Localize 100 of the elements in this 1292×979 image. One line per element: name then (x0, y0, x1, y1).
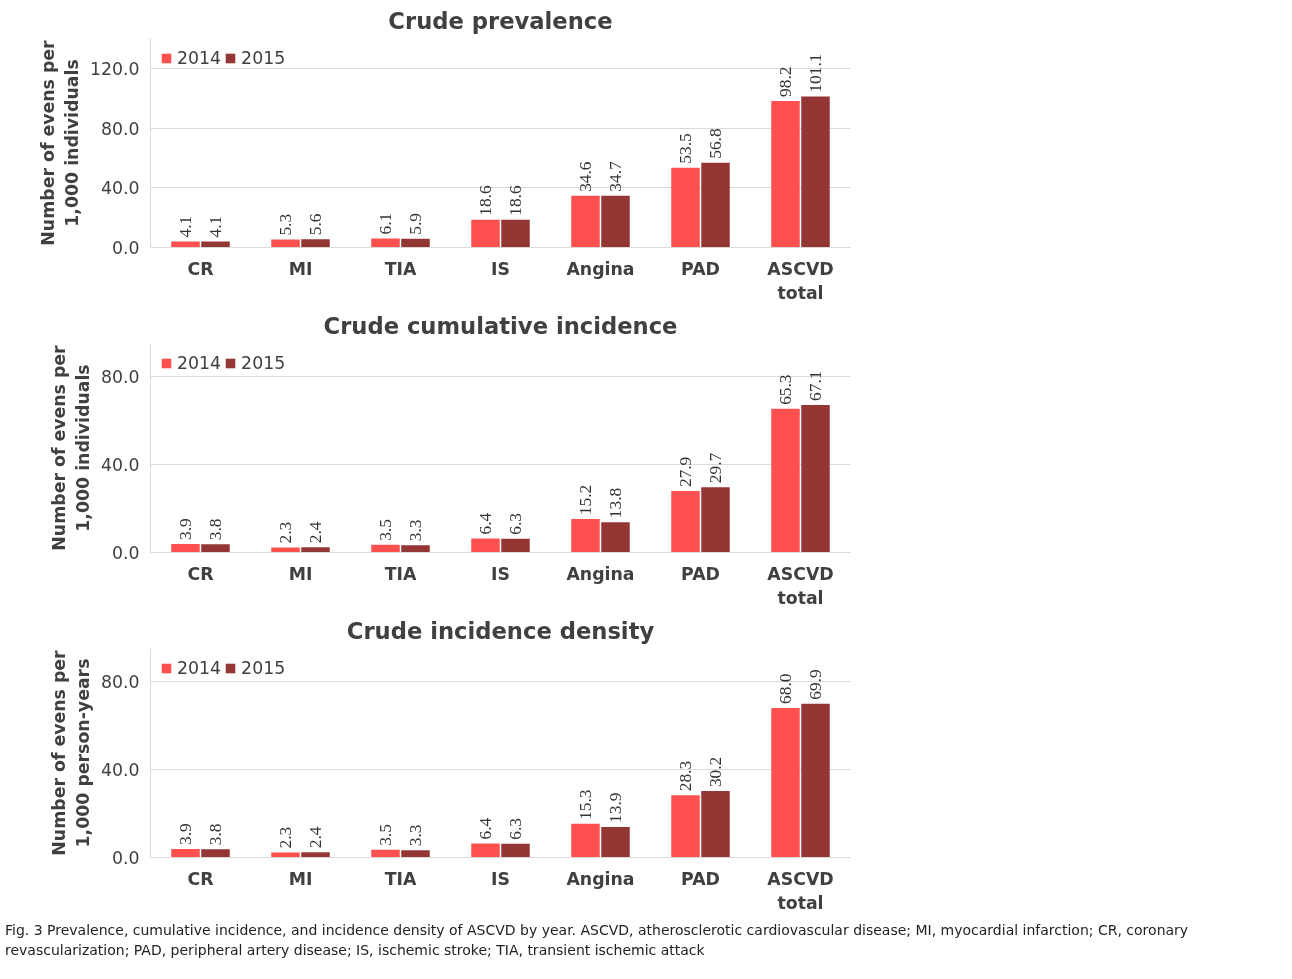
data-label: 5.6 (306, 213, 325, 236)
bar (771, 408, 800, 553)
x-tick-label: TIA (384, 563, 417, 584)
y-tick-label: 0.0 (111, 848, 140, 868)
bar (601, 522, 630, 553)
bar (701, 487, 730, 553)
data-label: 6.3 (506, 817, 525, 840)
y-tick-label: 120.0 (89, 58, 140, 79)
data-label: 27.9 (676, 456, 695, 488)
bar (371, 238, 400, 248)
bar (601, 195, 630, 248)
data-label: 34.6 (576, 161, 595, 192)
y-axis-title: Number of evens per 1,000 individuals (48, 344, 93, 551)
data-label: 6.1 (376, 212, 395, 235)
legend-label: 2014 (177, 658, 222, 678)
x-tick-label: TIA (384, 258, 417, 279)
bar (201, 849, 230, 858)
caption: Fig. 3 Prevalence, cumulative incidence, and incidence density of ASCVD by year. ASCVD, atherosclerotic cardiovascular disease; MI, myocardial infarction; CR, coronary revascularization; PAD, peripheral artery disease; IS, ischemic stroke; TIA, transient ischemic attack (5, 921, 1190, 960)
data-label: 3.3 (406, 519, 425, 542)
bar (301, 852, 330, 858)
data-label: 3.5 (376, 824, 395, 846)
data-label: 6.4 (476, 512, 495, 535)
bar (571, 195, 600, 248)
data-label: 30.2 (706, 756, 725, 788)
data-label: 65.3 (776, 374, 795, 405)
bar (501, 219, 530, 248)
bar (671, 167, 700, 248)
y-tick-label: 80.0 (100, 367, 140, 387)
data-label: 3.9 (176, 518, 195, 540)
x-tick-label: CR (187, 258, 214, 279)
data-label: 69.9 (806, 669, 825, 700)
bar (271, 547, 300, 553)
bar (501, 843, 530, 858)
y-axis-title: Number of evens per 1,000 person-years (48, 649, 93, 856)
bar (271, 239, 300, 248)
x-tick-label: IS (491, 258, 510, 279)
bar (401, 850, 430, 858)
x-tick-label: CR (187, 563, 214, 584)
legend-label: 2014 (177, 353, 222, 373)
data-label: 98.2 (776, 66, 795, 97)
data-label: 15.3 (576, 789, 595, 820)
bar (801, 703, 830, 858)
data-label: 101.1 (806, 53, 825, 93)
bar (471, 538, 500, 553)
data-label: 3.8 (206, 518, 225, 541)
chart-title: Crude incidence density (346, 617, 655, 644)
bar (371, 849, 400, 858)
data-label: 3.3 (406, 824, 425, 847)
legend-label: 2015 (241, 353, 286, 373)
x-tick-label: ASCVD total (767, 868, 834, 913)
y-tick-label: 80.0 (100, 118, 140, 139)
y-axis-title: Number of evens per 1,000 individuals (37, 39, 82, 246)
data-label: 18.6 (476, 185, 495, 216)
x-tick-label: IS (491, 868, 510, 889)
legend-label: 2015 (241, 48, 286, 68)
y-tick-label: 0.0 (111, 543, 140, 563)
x-tick-label: Angina (566, 258, 635, 279)
data-label: 67.1 (806, 370, 825, 401)
bar (371, 544, 400, 553)
data-label: 2.4 (306, 521, 325, 544)
bar (701, 162, 730, 248)
bar (471, 219, 500, 248)
y-tick-label: 0.0 (111, 238, 140, 258)
bar (201, 241, 230, 248)
legend-label: 2015 (241, 658, 286, 678)
bar (401, 545, 430, 553)
data-label: 3.8 (206, 823, 225, 846)
x-tick-label: ASCVD total (767, 563, 834, 608)
bar (571, 519, 600, 553)
data-label: 15.2 (576, 484, 595, 516)
x-tick-label: Angina (566, 868, 635, 889)
x-tick-label: MI (288, 258, 313, 279)
x-tick-label: MI (288, 563, 313, 584)
bar (401, 238, 430, 248)
bar (171, 543, 200, 553)
chart-title: Crude cumulative incidence (323, 312, 678, 339)
x-tick-label: TIA (384, 868, 417, 889)
y-tick-label: 80.0 (100, 672, 140, 692)
x-tick-label: IS (491, 563, 510, 584)
data-label: 5.3 (276, 213, 295, 236)
data-label: 5.9 (406, 213, 425, 235)
bar (571, 823, 600, 858)
bar (171, 848, 200, 858)
bar (201, 544, 230, 553)
bar (501, 538, 530, 553)
y-tick-label: 40.0 (100, 455, 140, 475)
data-label: 34.7 (606, 161, 625, 192)
bar (271, 852, 300, 858)
y-tick-label: 40.0 (100, 178, 140, 199)
bar (471, 843, 500, 858)
data-label: 29.7 (706, 452, 725, 484)
data-label: 4.1 (176, 215, 195, 238)
x-tick-label: MI (288, 868, 313, 889)
data-label: 2.3 (276, 826, 295, 849)
data-label: 68.0 (776, 673, 795, 704)
bar (671, 491, 700, 553)
x-tick-label: ASCVD total (767, 258, 834, 303)
x-tick-label: Angina (566, 563, 635, 584)
y-tick-label: 40.0 (100, 760, 140, 780)
data-label: 4.1 (206, 215, 225, 238)
